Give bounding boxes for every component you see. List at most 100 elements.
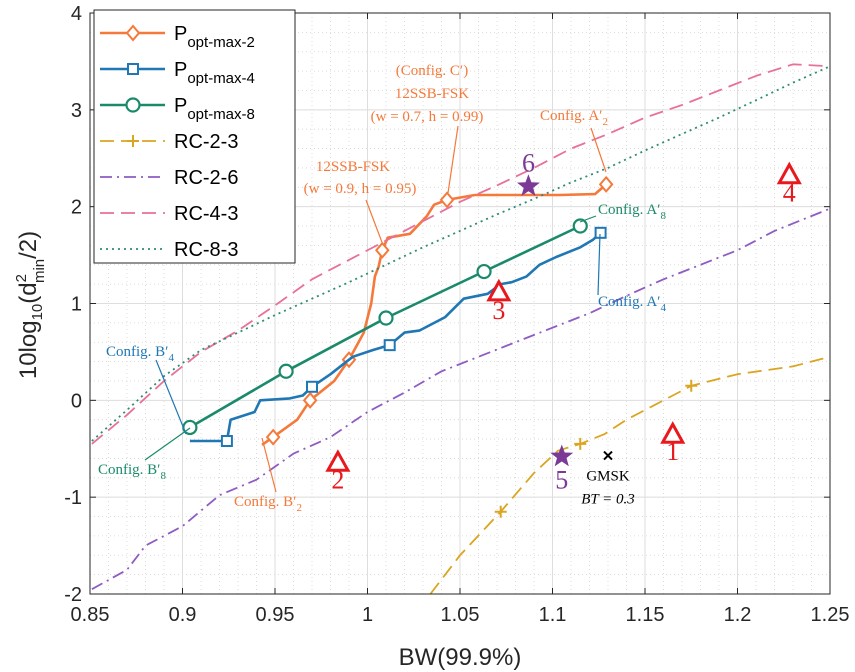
config-c-label: (Config. C′) <box>396 63 468 79</box>
leader-line <box>590 127 607 173</box>
ssb-fsk-b-label: 12SSB-FSK <box>316 159 390 175</box>
series-line <box>91 65 831 442</box>
annotation-subscript: 8 <box>660 210 666 222</box>
annotation-subscript: 2 <box>296 502 302 514</box>
annotation-text: Config. A′ <box>598 294 660 310</box>
series-line <box>189 231 602 443</box>
triangle-label: 1 <box>666 437 679 466</box>
series-marker <box>572 218 588 234</box>
triangle-marker <box>325 449 351 472</box>
points-layer <box>325 161 802 472</box>
config-b8-label: Config. B′8 <box>98 462 166 482</box>
leader-line <box>579 215 597 223</box>
series-line <box>261 183 607 446</box>
y-tick-label: 0 <box>71 390 82 412</box>
star-label: 6 <box>522 148 535 177</box>
y-tick-label: -2 <box>64 584 82 606</box>
annotation-text: Config. B′ <box>98 462 160 478</box>
legend-label: RC-2-3 <box>174 131 238 153</box>
x-tick-label: 1.1 <box>539 604 567 626</box>
x-tick-label: 0.95 <box>256 604 295 626</box>
annotation-text: Config. B′ <box>234 494 296 510</box>
triangle-label: 4 <box>783 179 796 208</box>
legend-label-sub: opt-max-2 <box>187 34 255 51</box>
leader-line <box>365 199 384 246</box>
series-marker <box>594 226 607 239</box>
series-marker <box>574 437 587 450</box>
tick-layer: 0.85 0.9 0.95 1 1.05 1.1 1.15 1.2 1.25 -2 -1 0 1 2 3 4 <box>64 3 849 626</box>
series-marker <box>685 379 698 392</box>
series-0 <box>261 175 614 446</box>
x-tick-label: 1 <box>362 604 373 626</box>
ssb-fsk-a-params: (w = 0.7, h = 0.99) <box>371 109 484 125</box>
config-a2-label: Config. A′2 <box>540 108 608 128</box>
series-layer <box>91 63 831 595</box>
x-tick-label: 0.85 <box>71 604 110 626</box>
annotation-text: Config. B′ <box>106 344 168 360</box>
x-tick-label: 1.2 <box>724 604 752 626</box>
leader-line <box>447 125 459 194</box>
y-tick-label: 2 <box>71 197 82 219</box>
series-1 <box>189 226 607 448</box>
y-axis-label: 10log10(d2min/2) <box>13 231 48 379</box>
legend-label: RC-2-6 <box>174 167 238 189</box>
legend-marker <box>127 135 139 147</box>
series-4 <box>91 207 831 590</box>
config-a4-label: Config. A′4 <box>598 294 666 314</box>
legend-label-main: P <box>174 95 187 117</box>
triangle-marker <box>776 161 802 185</box>
gmsk-marker <box>603 450 613 461</box>
legend-label: Popt-max-4 <box>174 59 255 87</box>
triangle-label: 2 <box>331 465 344 494</box>
annotation-subscript: 4 <box>660 302 666 314</box>
x-axis-label: BW(99.9%) <box>399 644 522 671</box>
series-marker <box>302 391 318 409</box>
legend-marker <box>127 63 139 75</box>
series-line <box>91 63 831 445</box>
y-tick-label: 1 <box>71 294 82 316</box>
legend-label-main: P <box>174 59 187 81</box>
gmsk-label: GMSK <box>586 469 630 485</box>
legend-label-main: P <box>174 23 187 45</box>
series-marker <box>476 263 492 280</box>
series-3 <box>429 355 831 595</box>
y-tick-label: 4 <box>71 3 82 25</box>
config-b4-label: Config. B′4 <box>106 344 174 364</box>
legend-marker <box>125 24 141 42</box>
config-a8-label: Config. A′8 <box>598 202 666 222</box>
series-marker <box>265 428 281 446</box>
series-line <box>429 355 831 595</box>
triangle-marker <box>486 278 512 302</box>
annotation-subscript: 4 <box>168 352 174 364</box>
legend-label: RC-8-3 <box>174 239 238 261</box>
series-6 <box>91 65 831 442</box>
annotation-text: Config. A′ <box>540 108 602 124</box>
leader-line <box>144 427 191 461</box>
legend-label: Popt-max-2 <box>174 23 255 51</box>
series-marker <box>306 380 318 393</box>
x-tick-label: 1.15 <box>626 604 665 626</box>
y-tick-label: 3 <box>71 100 82 122</box>
leader-line <box>155 359 187 435</box>
annotations-layer: 1 2 3 4 5 6 GMSK BT = 0.3 (Config. C′) 12SSB-FSK (… <box>98 63 796 514</box>
legend-label-main: RC-8-3 <box>174 239 238 261</box>
x-tick-label: 1.05 <box>441 604 480 626</box>
legend-label-main: RC-2-6 <box>174 167 238 189</box>
annotation-subscript: 8 <box>160 470 166 482</box>
y-tick-label: -1 <box>64 487 82 509</box>
legend-marker <box>125 97 141 113</box>
x-tick-label: 0.9 <box>169 604 197 626</box>
leader-line <box>261 437 277 493</box>
series-2 <box>182 218 588 436</box>
annotation-text: Config. A′ <box>598 202 660 218</box>
star-marker <box>550 444 574 467</box>
series-marker <box>378 310 394 326</box>
leader-line <box>597 233 601 296</box>
x-tick-label: 1.25 <box>811 604 850 626</box>
series-5 <box>91 63 831 445</box>
star-marker <box>517 174 540 196</box>
legend-label-main: RC-4-3 <box>174 203 238 225</box>
legend-label-sub: opt-max-4 <box>187 70 255 87</box>
triangle-marker <box>660 421 686 444</box>
